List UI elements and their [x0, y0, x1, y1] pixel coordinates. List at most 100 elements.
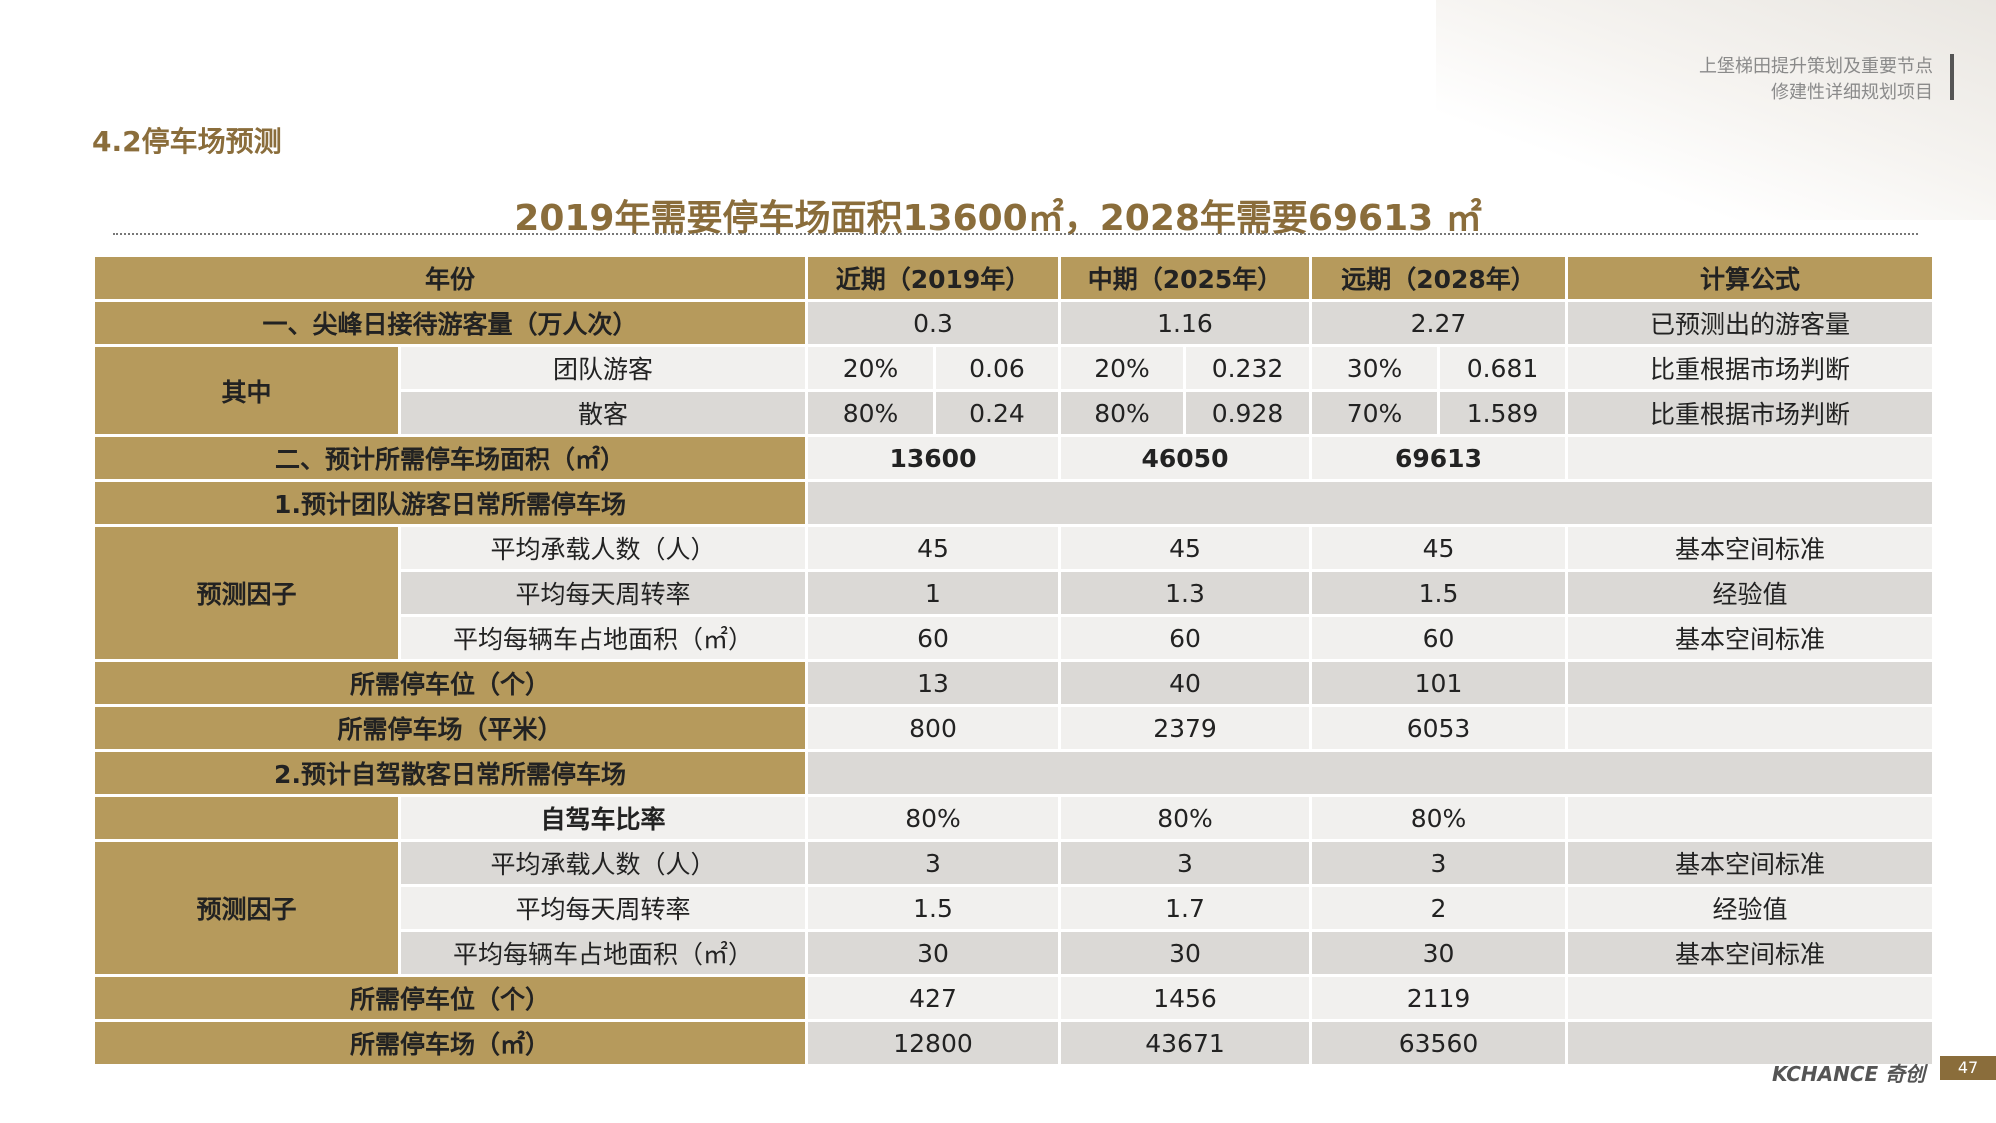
table-cell: 1.7	[1058, 884, 1312, 932]
table-cell: 0.3	[805, 299, 1061, 347]
section-row: 1.预计团队游客日常所需停车场	[92, 479, 1935, 527]
factor-label: 预测因子	[92, 839, 401, 977]
table-cell: 1456	[1058, 974, 1312, 1022]
formula-cell	[1565, 794, 1935, 842]
formula-cell	[1565, 434, 1935, 482]
row-label: 平均承载人数（人）	[398, 524, 808, 572]
section-label: 1.预计团队游客日常所需停车场	[92, 479, 808, 527]
formula-cell: 已预测出的游客量	[1565, 299, 1935, 347]
table-cell: 0.06	[933, 344, 1061, 392]
table-cell: 1.5	[805, 884, 1061, 932]
row-label: 所需停车场（㎡）	[92, 1019, 808, 1067]
row-label: 平均每辆车占地面积（㎡）	[398, 614, 808, 662]
col-header-year: 年份	[92, 254, 808, 302]
table-row: 平均每天周转率 1.5 1.7 2 经验值	[94, 884, 1935, 932]
table-cell: 30	[1309, 929, 1568, 977]
table-row: 平均每天周转率 1 1.3 1.5 经验值	[94, 569, 1935, 617]
table-cell	[805, 479, 1935, 527]
table-cell: 80%	[1058, 389, 1186, 437]
formula-cell	[1565, 704, 1935, 752]
table-cell: 800	[805, 704, 1061, 752]
page-number: 47	[1940, 1056, 1996, 1080]
table-cell: 2.27	[1309, 299, 1568, 347]
table-cell: 80%	[805, 794, 1061, 842]
blank-label-cell	[92, 794, 401, 842]
group-label: 其中	[92, 344, 401, 437]
table-cell: 30%	[1309, 344, 1440, 392]
formula-cell: 基本空间标准	[1565, 929, 1935, 977]
parking-forecast-table: 年份 近期（2019年） 中期（2025年） 远期（2028年） 计算公式 一、…	[92, 254, 1935, 1067]
row-label: 自驾车比率	[398, 794, 808, 842]
table-row: 所需停车场（㎡） 12800 43671 63560	[92, 1019, 1935, 1067]
table-row: 二、预计所需停车场面积（㎡） 13600 46050 69613	[92, 434, 1935, 482]
table-row: 所需停车位（个） 427 1456 2119	[92, 974, 1935, 1022]
table-cell: 0.232	[1183, 344, 1312, 392]
table-cell: 2119	[1309, 974, 1568, 1022]
table-cell: 0.24	[933, 389, 1061, 437]
table-cell: 427	[805, 974, 1061, 1022]
corner-shade	[1436, 0, 1996, 220]
row-label: 二、预计所需停车场面积（㎡）	[92, 434, 808, 482]
table-cell: 80%	[805, 389, 936, 437]
table-row: 预测因子 平均承载人数（人） 3 3 3 基本空间标准	[92, 839, 1935, 977]
row-label: 团队游客	[398, 344, 808, 392]
table-cell: 30	[1058, 929, 1312, 977]
formula-cell: 比重根据市场判断	[1565, 389, 1935, 437]
table-cell	[805, 749, 1935, 797]
formula-cell	[1565, 659, 1935, 707]
table-cell: 0.928	[1183, 389, 1312, 437]
dotted-divider	[113, 233, 1918, 235]
table-cell: 6053	[1309, 704, 1568, 752]
table-cell: 45	[805, 524, 1061, 572]
row-label: 一、尖峰日接待游客量（万人次）	[92, 299, 808, 347]
col-header-formula: 计算公式	[1565, 254, 1935, 302]
project-title-line1: 上堡梯田提升策划及重要节点	[1699, 56, 1933, 77]
row-label: 所需停车场（平米）	[92, 704, 808, 752]
table-cell: 45	[1309, 524, 1568, 572]
table-cell: 20%	[805, 344, 936, 392]
table-row: 散客 80% 0.24 80% 0.928 70% 1.589 比重根据市场判断	[94, 389, 1935, 437]
row-label: 平均每天周转率	[398, 884, 808, 932]
table-cell: 30	[805, 929, 1061, 977]
table-cell: 60	[1058, 614, 1312, 662]
table-cell: 1.16	[1058, 299, 1312, 347]
table-cell: 1.5	[1309, 569, 1568, 617]
table-row: 自驾车比率 80% 80% 80%	[92, 794, 1935, 842]
formula-cell: 经验值	[1565, 569, 1935, 617]
factor-label: 预测因子	[92, 524, 401, 662]
table-cell: 12800	[805, 1019, 1061, 1067]
project-title: 上堡梯田提升策划及重要节点 修建性详细规划项目	[1699, 54, 1933, 106]
formula-cell	[1565, 974, 1935, 1022]
table-cell: 60	[805, 614, 1061, 662]
table-cell: 2	[1309, 884, 1568, 932]
table-cell: 1	[805, 569, 1061, 617]
table-cell: 3	[805, 839, 1061, 887]
header-bar	[1950, 54, 1954, 100]
table-cell: 101	[1309, 659, 1568, 707]
table-cell: 1.589	[1437, 389, 1568, 437]
table-row: 平均每辆车占地面积（㎡） 60 60 60 基本空间标准	[94, 614, 1935, 662]
table-row: 所需停车位（个） 13 40 101	[92, 659, 1935, 707]
row-label: 平均每辆车占地面积（㎡）	[398, 929, 808, 977]
table-cell: 3	[1309, 839, 1568, 887]
company-logo: KCHANCE 奇创	[1772, 1062, 1926, 1086]
col-header-2025: 中期（2025年）	[1058, 254, 1312, 302]
table-row: 预测因子 平均承载人数（人） 45 45 45 基本空间标准	[92, 524, 1935, 662]
table-row: 其中 团队游客 20% 0.06 20% 0.232 30% 0.681 比重根…	[92, 344, 1935, 437]
table-row: 平均每辆车占地面积（㎡） 30 30 30 基本空间标准	[94, 929, 1935, 977]
table-row: 所需停车场（平米） 800 2379 6053	[92, 704, 1935, 752]
formula-cell: 比重根据市场判断	[1565, 344, 1935, 392]
table-cell: 63560	[1309, 1019, 1568, 1067]
table-cell: 13	[805, 659, 1061, 707]
formula-cell: 经验值	[1565, 884, 1935, 932]
section-label: 2.预计自驾散客日常所需停车场	[92, 749, 808, 797]
formula-cell: 基本空间标准	[1565, 524, 1935, 572]
row-label: 所需停车位（个）	[92, 974, 808, 1022]
col-header-2028: 远期（2028年）	[1309, 254, 1568, 302]
table-cell: 40	[1058, 659, 1312, 707]
formula-cell	[1565, 1019, 1935, 1067]
section-heading: 4.2停车场预测	[92, 125, 282, 158]
table-cell: 43671	[1058, 1019, 1312, 1067]
row-label: 所需停车位（个）	[92, 659, 808, 707]
formula-cell: 基本空间标准	[1565, 614, 1935, 662]
